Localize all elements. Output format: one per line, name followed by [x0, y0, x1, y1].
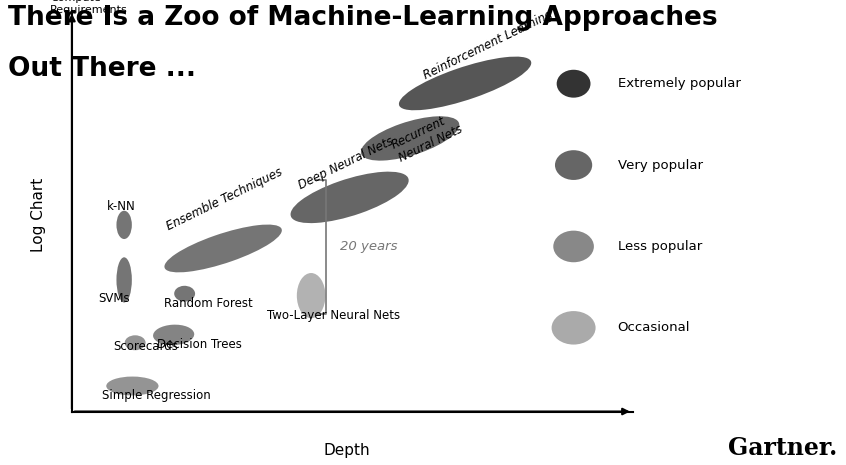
Text: SVMs: SVMs — [98, 292, 130, 306]
Ellipse shape — [399, 57, 531, 110]
Ellipse shape — [107, 377, 158, 395]
Text: There Is a Zoo of Machine-Learning Approaches: There Is a Zoo of Machine-Learning Appro… — [8, 5, 718, 31]
Text: Decision Trees: Decision Trees — [157, 338, 242, 351]
Text: Recurrent
Neural Nets: Recurrent Neural Nets — [390, 109, 464, 165]
Text: Scorecards: Scorecards — [113, 339, 178, 352]
Text: 20 years: 20 years — [340, 240, 398, 253]
Text: Deep Neural Nets: Deep Neural Nets — [296, 135, 396, 192]
Text: Out There ...: Out There ... — [8, 56, 196, 82]
Ellipse shape — [361, 116, 459, 160]
Text: k-NN: k-NN — [107, 200, 136, 213]
Ellipse shape — [164, 225, 282, 272]
Ellipse shape — [153, 325, 195, 345]
Text: Random Forest: Random Forest — [164, 297, 253, 310]
Text: Simple Regression: Simple Regression — [102, 389, 211, 402]
Text: Less popular: Less popular — [618, 240, 702, 253]
Ellipse shape — [117, 257, 132, 303]
Text: Occasional: Occasional — [618, 321, 690, 334]
Text: Ensemble Techniques: Ensemble Techniques — [164, 165, 284, 233]
Ellipse shape — [297, 273, 326, 318]
Text: Very popular: Very popular — [618, 159, 702, 172]
Text: Depth: Depth — [323, 443, 371, 458]
Ellipse shape — [124, 335, 146, 350]
Text: Compute
Requirements: Compute Requirements — [50, 0, 128, 15]
Text: Log Chart: Log Chart — [31, 178, 47, 252]
Ellipse shape — [290, 172, 409, 223]
Text: Reinforcement Learning: Reinforcement Learning — [421, 8, 555, 82]
Text: Extremely popular: Extremely popular — [618, 77, 740, 90]
Text: Two-Layer Neural Nets: Two-Layer Neural Nets — [267, 309, 400, 322]
Ellipse shape — [174, 286, 195, 301]
Text: Gartner.: Gartner. — [728, 436, 838, 460]
Ellipse shape — [117, 211, 132, 239]
